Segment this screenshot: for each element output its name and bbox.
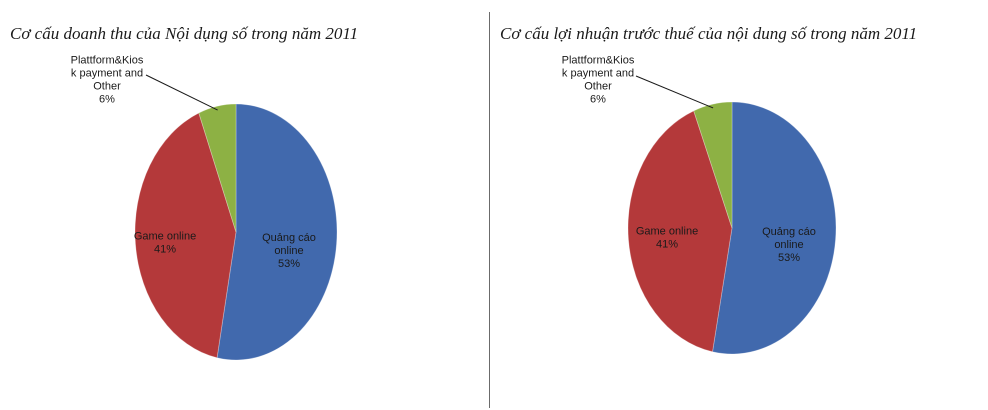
slice-label-3: Plattform&Kios k payment and Other 6%: [71, 54, 144, 105]
slice-percent-label: 41%: [656, 238, 678, 250]
leader-line: [145, 74, 218, 111]
chart-panel-pretax-profit: Cơ cấu lợi nhuận trước thuế của nội dung…: [492, 0, 988, 410]
slice-label-2: Game online 41%: [636, 225, 698, 250]
slice-name-line: online: [274, 245, 303, 257]
chart-title: Cơ cấu lợi nhuận trước thuế của nội dung…: [500, 24, 918, 43]
slice-percent-label: 53%: [778, 252, 800, 264]
slice-name-line: Other: [584, 80, 612, 92]
slice-name-line: k payment and: [562, 67, 634, 79]
panel-divider: [489, 12, 490, 408]
slice-percent-label: 6%: [99, 93, 115, 105]
slice-name-line: online: [774, 239, 803, 251]
pie-slice-2: [627, 110, 733, 353]
slice-name-line: Game online: [134, 230, 196, 242]
slice-label-1: Quảng cáo online 53%: [262, 232, 316, 270]
leader-line: [635, 75, 714, 109]
pie-slice-1: [712, 101, 837, 355]
chart-panel-revenue: Cơ cấu doanh thu của Nội dụng số trong n…: [0, 0, 488, 410]
pie-chart-pretax-profit: Quảng cáo online 53% Game online 41% Plattfor…: [562, 54, 837, 355]
slice-name-line: Plattform&Kios: [71, 54, 144, 66]
pie-chart-revenue: Quảng cáo online 53% Game online 41% Plattfor…: [71, 54, 338, 361]
slice-name-line: Game online: [636, 225, 698, 237]
slice-label-1: Quảng cáo online 53%: [762, 226, 816, 264]
pie-slice-3: [198, 103, 237, 233]
pie-slice-2: [134, 112, 237, 359]
pie-slice-1: [216, 103, 338, 361]
slice-percent-label: 41%: [154, 243, 176, 255]
slice-label-3: Plattform&Kios k payment and Other 6%: [562, 54, 635, 105]
slice-name-line: Quảng cáo: [762, 226, 816, 238]
slice-name-line: Other: [93, 80, 121, 92]
slice-label-2: Game online 41%: [134, 230, 196, 255]
slice-name-line: Plattform&Kios: [562, 54, 635, 66]
pie-slice-3: [693, 101, 733, 229]
slice-name-line: k payment and: [71, 67, 143, 79]
slice-percent-label: 53%: [278, 258, 300, 270]
slice-percent-label: 6%: [590, 93, 606, 105]
chart-title: Cơ cấu doanh thu của Nội dụng số trong n…: [10, 24, 359, 43]
slice-name-line: Quảng cáo: [262, 232, 316, 244]
